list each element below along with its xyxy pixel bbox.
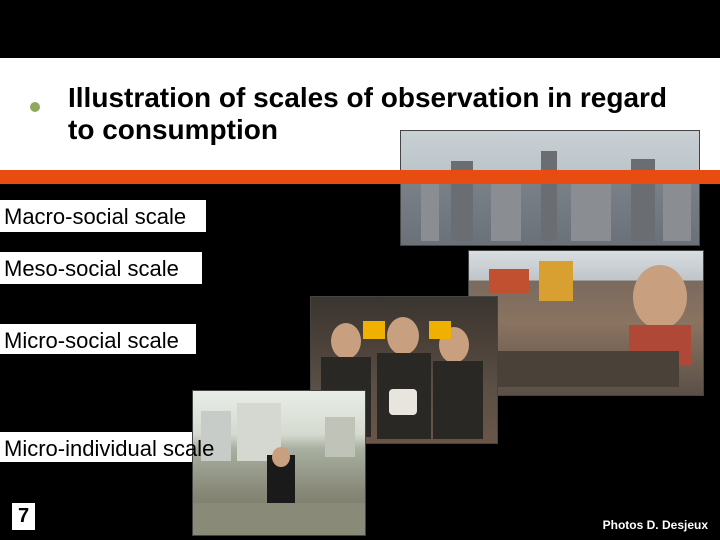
title-bullet [30, 102, 40, 112]
page-title: Illustration of scales of observation in… [68, 82, 690, 146]
photo-macro-cityscape [400, 130, 700, 246]
photo-meso-street [468, 250, 704, 396]
photo-credit: Photos D. Desjeux [603, 518, 708, 532]
scale-label-3: Micro-individual scale [4, 436, 214, 462]
accent-bar [0, 170, 720, 184]
scale-label-2: Micro-social scale [4, 328, 179, 354]
page-number: 7 [12, 503, 35, 530]
photo-micro-individual [192, 390, 366, 536]
scale-label-0: Macro-social scale [4, 204, 186, 230]
scale-label-1: Meso-social scale [4, 256, 179, 282]
